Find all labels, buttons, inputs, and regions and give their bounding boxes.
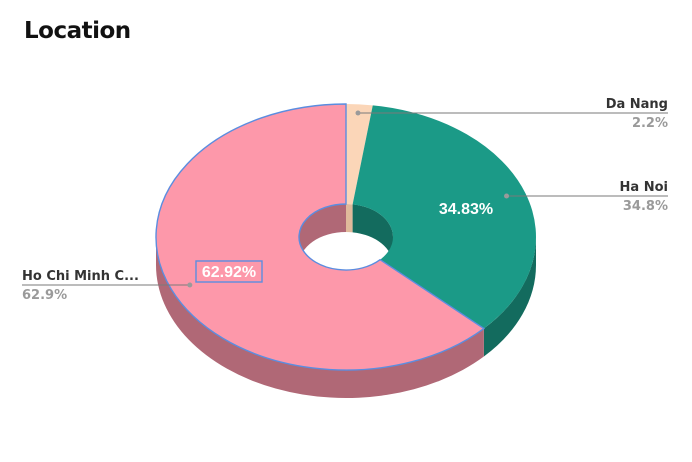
slice-name-label-ho-chi-minh-c: Ho Chi Minh C...	[22, 269, 139, 284]
chart-title: Location	[24, 18, 131, 44]
slice-inner-label-ha-noi: 34.83%	[439, 201, 493, 218]
donut-depth-layer	[156, 237, 536, 399]
slice-percent-label-ho-chi-minh-c: 62.9%	[22, 288, 67, 303]
donut-top-layer	[155, 103, 537, 371]
slice-da-nang[interactable]	[346, 104, 373, 205]
leader-dot-ha-noi	[504, 193, 510, 199]
slice-percent-label-ha-noi: 34.8%	[623, 199, 668, 214]
slice-side-ho-chi-minh-c	[156, 237, 484, 399]
slice-name-label-ha-noi: Ha Noi	[620, 180, 668, 195]
leader-dot-ho-chi-minh-c	[187, 282, 193, 288]
slice-ha-noi[interactable]	[352, 105, 537, 329]
leader-dot-da-nang	[355, 110, 361, 116]
inner-label-highlight-ho-chi-minh-c	[195, 260, 263, 283]
slice-ho-chi-minh-c[interactable]	[155, 103, 486, 371]
slice-inner-label-ho-chi-minh-c: 62.92%	[202, 264, 256, 281]
donut-labels: Da Nang 2.2% Ha Noi 34.8% Ho Chi Minh C... 62…	[22, 97, 668, 303]
slice-percent-label-da-nang: 2.2%	[632, 116, 668, 131]
slice-inner-wall-da-nang-0	[346, 204, 353, 233]
donut-hole-wall	[299, 204, 393, 265]
slice-side-ha-noi	[483, 237, 536, 357]
slice-inner-wall-ho-chi-minh-c-1	[299, 204, 346, 265]
slice-name-label-da-nang: Da Nang	[606, 97, 668, 112]
slice-inner-wall-ha-noi-0	[352, 204, 393, 265]
